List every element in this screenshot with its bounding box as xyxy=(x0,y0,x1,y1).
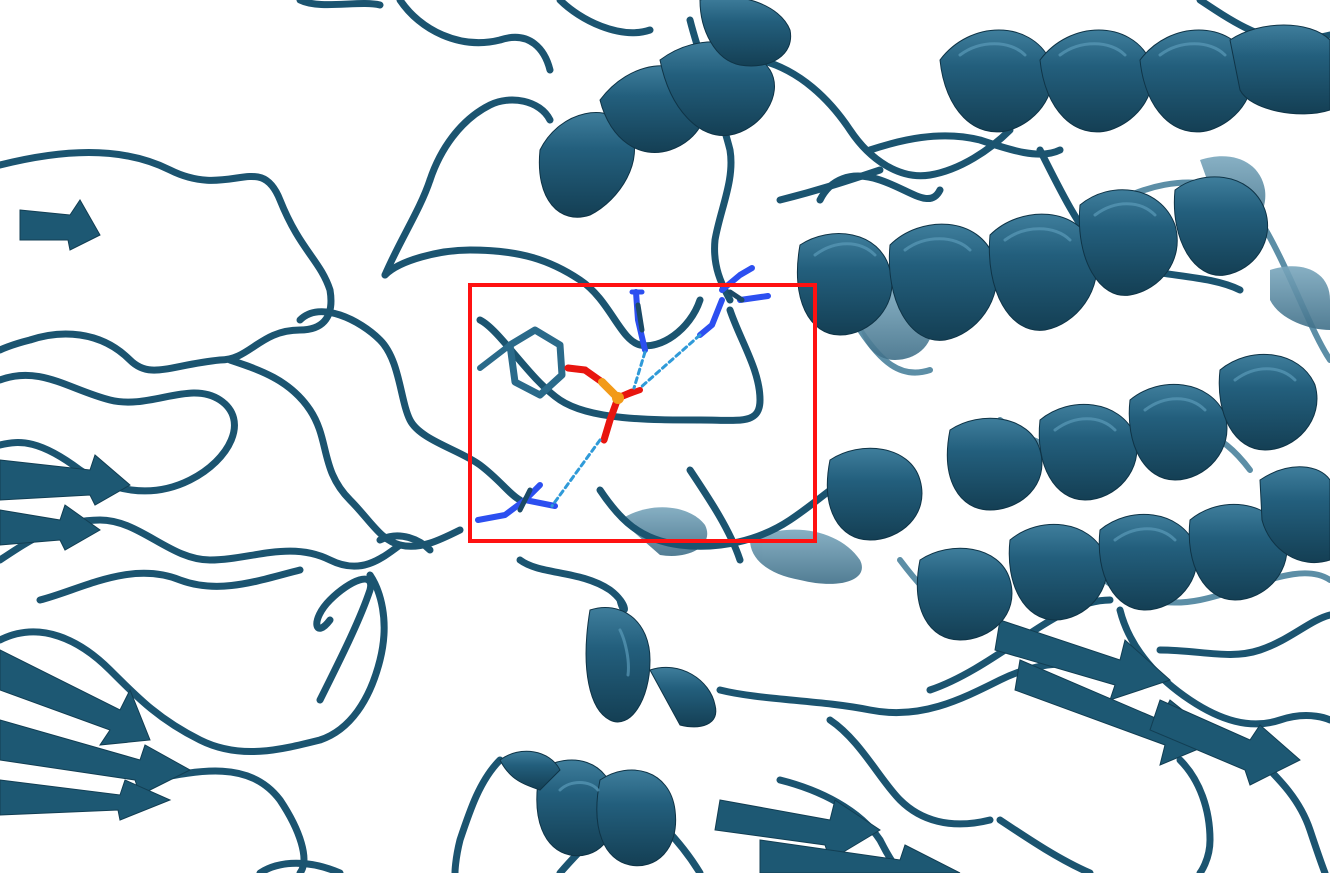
beta-strands xyxy=(0,199,1301,873)
hydrogen-bonds xyxy=(550,333,702,508)
ligand-sticks xyxy=(475,265,771,523)
helix-highlights xyxy=(558,42,1297,792)
highlight-box xyxy=(468,283,817,543)
